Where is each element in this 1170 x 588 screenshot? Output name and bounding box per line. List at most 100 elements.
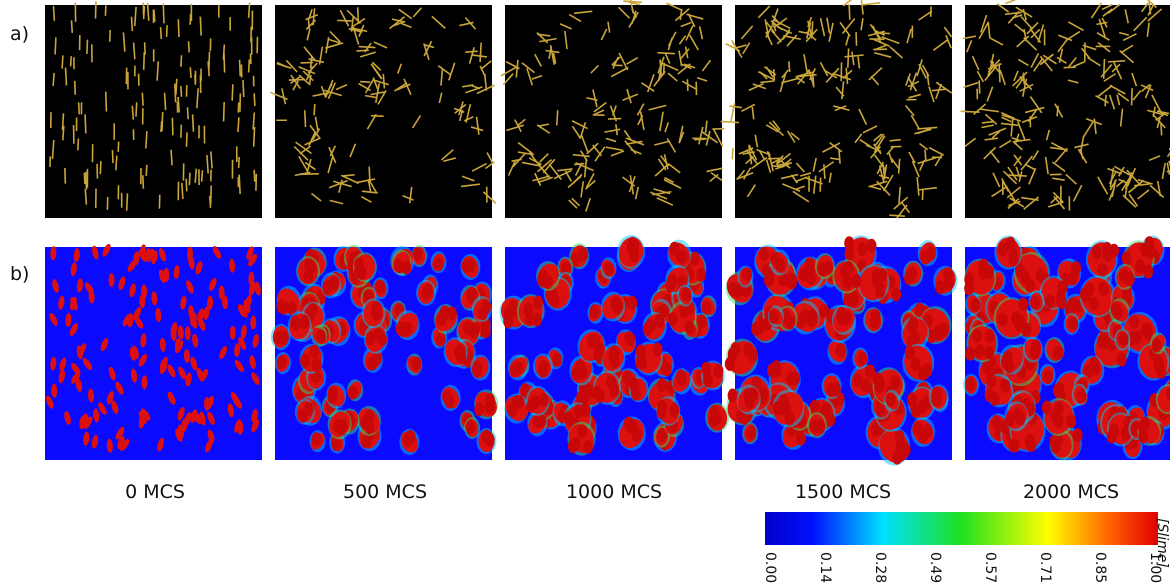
slime-blob xyxy=(577,424,587,438)
slime-blob xyxy=(1042,401,1052,415)
slime-blob xyxy=(655,314,665,328)
slime-blob xyxy=(746,426,756,440)
slime-blob xyxy=(919,366,929,380)
cell xyxy=(774,69,775,80)
slime-blob xyxy=(401,260,411,274)
slime-blob xyxy=(1030,295,1040,309)
slime-blob xyxy=(473,361,483,375)
slime-blob xyxy=(842,311,852,325)
slime-blob xyxy=(575,360,585,374)
slime-blob xyxy=(1089,297,1099,311)
cell xyxy=(186,132,187,147)
cell xyxy=(1161,124,1162,135)
slime-blob xyxy=(1099,282,1109,296)
cell xyxy=(480,43,481,63)
cell xyxy=(63,126,64,141)
slime-blob xyxy=(821,402,831,416)
slime-blob xyxy=(1138,429,1148,443)
slime-blob xyxy=(1068,316,1078,330)
cell xyxy=(136,102,137,116)
cell xyxy=(200,17,201,36)
slime-blob xyxy=(481,324,491,338)
slime-blob xyxy=(964,281,974,295)
cell xyxy=(360,82,370,83)
slime-blob xyxy=(465,420,475,434)
cell xyxy=(66,68,67,86)
slime-blob xyxy=(454,345,464,359)
cell xyxy=(305,110,306,127)
cell xyxy=(337,20,352,21)
slime-blob xyxy=(796,432,806,446)
cell xyxy=(1064,67,1076,68)
slime-blob xyxy=(445,395,455,409)
cell xyxy=(239,157,240,168)
slime-blob xyxy=(701,362,711,376)
cell xyxy=(162,112,163,131)
slime-blob xyxy=(676,249,686,263)
cell xyxy=(224,102,225,121)
slime-blob xyxy=(696,268,706,282)
slime-blob xyxy=(886,393,896,407)
panel-cells xyxy=(270,5,495,218)
slime-blob xyxy=(844,247,854,261)
cell xyxy=(172,118,173,136)
cell xyxy=(145,42,146,54)
slime-blob xyxy=(611,298,621,312)
cell xyxy=(182,183,183,199)
panel-bg xyxy=(45,5,262,218)
slime-blob xyxy=(503,314,513,328)
cell xyxy=(71,56,72,66)
slime-blob xyxy=(732,284,742,298)
cell xyxy=(240,60,241,77)
slime-blob xyxy=(685,320,695,334)
panel-cells xyxy=(501,0,724,218)
slime-blob xyxy=(667,274,677,288)
cell xyxy=(254,127,255,147)
slime-blob xyxy=(1006,237,1016,251)
slime-blob xyxy=(526,399,536,413)
slime-blob xyxy=(877,268,887,282)
slime-blob xyxy=(571,437,581,451)
slime-blob xyxy=(421,287,431,301)
slime-blob xyxy=(309,345,319,359)
slime-blob xyxy=(703,373,713,387)
cell xyxy=(193,114,194,131)
slime-blob xyxy=(911,404,921,418)
slime-blob xyxy=(870,309,880,323)
slime-blob xyxy=(1151,339,1161,353)
cell xyxy=(157,61,158,80)
slime-blob xyxy=(745,395,755,409)
panels xyxy=(44,0,1170,468)
slime-blob xyxy=(291,317,301,331)
slime-blob xyxy=(773,401,783,415)
slime-blob xyxy=(1053,384,1063,398)
slime-blob xyxy=(851,274,861,288)
cell xyxy=(768,158,782,159)
cell xyxy=(1008,175,1027,176)
slime-blob xyxy=(853,373,863,387)
slime-blob xyxy=(1135,259,1145,273)
cell xyxy=(383,74,384,88)
slime-blob xyxy=(627,296,637,310)
slime-blob xyxy=(926,247,936,261)
slime-blob xyxy=(508,300,518,314)
slime-blob xyxy=(690,252,700,266)
slime-blob xyxy=(481,300,491,314)
cell xyxy=(85,189,86,205)
slime-blob xyxy=(335,421,345,435)
slime-blob xyxy=(348,385,358,399)
colorbar-tick-label: 0.85 xyxy=(1092,552,1108,583)
cell xyxy=(189,173,190,186)
slime-blob xyxy=(485,393,495,407)
cell xyxy=(118,142,119,152)
slime-blob xyxy=(279,301,289,315)
slime-blob xyxy=(412,357,422,371)
cell xyxy=(112,150,113,163)
cell xyxy=(142,93,143,106)
slime-blob xyxy=(311,432,321,446)
slime-blob xyxy=(539,393,549,407)
slime-blob xyxy=(610,354,620,368)
slime-blob xyxy=(513,361,523,375)
slime-blob xyxy=(858,352,868,366)
cell xyxy=(239,175,240,194)
